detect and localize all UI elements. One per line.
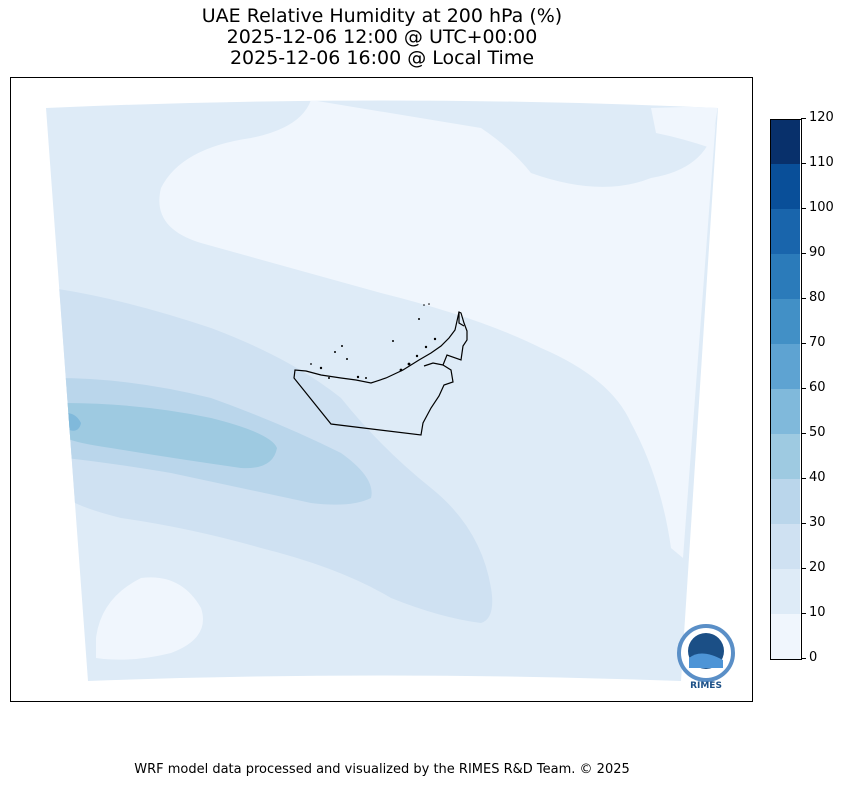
colorbar-band <box>770 164 800 209</box>
humidity-band-0-10-ne <box>651 106 718 148</box>
colorbar-band <box>770 254 800 299</box>
map-title: UAE Relative Humidity at 200 hPa (%) 202… <box>0 6 764 69</box>
colorbar-tick <box>801 568 806 569</box>
title-line-1: UAE Relative Humidity at 200 hPa (%) <box>201 5 563 27</box>
colorbar-band <box>770 209 800 254</box>
colorbar-band <box>770 479 800 524</box>
humidity-band-0-10-north <box>159 100 716 558</box>
colorbar-tick <box>801 208 806 209</box>
colorbar: 0 10 20 30 40 50 60 70 80 90 100 110 120 <box>770 111 834 665</box>
colorbar-tick-label: 40 <box>809 470 826 485</box>
colorbar-tick <box>801 658 806 659</box>
colorbar-band <box>770 614 800 659</box>
colorbar-tick <box>801 298 806 299</box>
colorbar-tick-label: 20 <box>809 560 826 575</box>
rimes-logo: RIMES <box>677 624 735 691</box>
title-line-3: 2025-12-06 16:00 @ Local Time <box>229 47 535 69</box>
colorbar-tick-label: 70 <box>809 335 826 350</box>
colorbar-band <box>770 344 800 389</box>
footer-credit: WRF model data processed and visualized … <box>134 762 630 777</box>
colorbar-band <box>770 299 800 344</box>
colorbar-tick <box>801 613 806 614</box>
colorbar-border <box>770 119 802 660</box>
colorbar-band <box>770 569 800 614</box>
colorbar-band <box>770 389 800 434</box>
colorbar-tick-label: 0 <box>809 650 818 665</box>
map-frame: RIMES <box>10 77 753 702</box>
colorbar-tick <box>801 478 806 479</box>
colorbar-tick-label: 30 <box>809 515 826 530</box>
humidity-band-40-50 <box>61 403 277 469</box>
colorbar-tick <box>801 163 806 164</box>
rimes-logo-text: RIMES <box>690 681 722 691</box>
colorbar-tick <box>801 343 806 344</box>
colorbar-tick <box>801 118 806 119</box>
colorbar-tick <box>801 253 806 254</box>
humidity-band-50-60 <box>66 413 81 431</box>
colorbar-tick-label: 60 <box>809 380 826 395</box>
title-line-2: 2025-12-06 12:00 @ UTC+00:00 <box>226 26 538 48</box>
colorbar-tick-label: 50 <box>809 425 826 440</box>
colorbar-tick <box>801 433 806 434</box>
colorbar-band <box>770 524 800 569</box>
colorbar-tick <box>801 523 806 524</box>
humidity-map: RIMES <box>46 100 735 691</box>
colorbar-tick-label: 110 <box>809 155 834 170</box>
colorbar-band <box>770 434 800 479</box>
colorbar-tick-label: 80 <box>809 290 826 305</box>
colorbar-tick <box>801 388 806 389</box>
coastal-islands <box>310 303 437 379</box>
colorbar-band <box>770 119 800 164</box>
colorbar-tick-label: 120 <box>809 110 834 125</box>
colorbar-tick-label: 100 <box>809 200 834 215</box>
humidity-band-0-10-southwest <box>96 577 203 660</box>
uae-border <box>293 311 468 436</box>
colorbar-tick-label: 90 <box>809 245 826 260</box>
colorbar-tick-label: 10 <box>809 605 826 620</box>
